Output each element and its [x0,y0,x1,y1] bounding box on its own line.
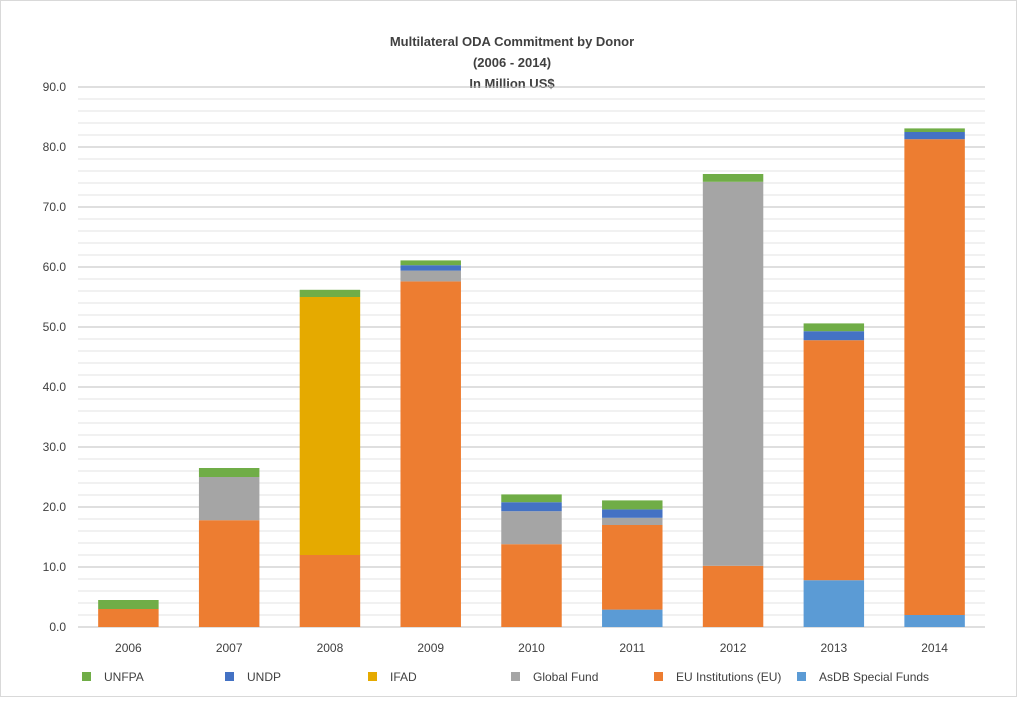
bar-segment [299,297,361,555]
bar-segment [98,609,159,627]
y-tick-label: 40.0 [43,380,67,394]
bar-segment [198,477,260,521]
bars [98,128,965,627]
bar-segment [198,468,260,477]
y-axis-ticks: 0.0 10.0 20.0 30.0 40.0 50.0 60.0 70.0 80.0 90.0 [43,80,67,634]
bar-segment [98,600,159,609]
legend-item: Global Fund [511,670,598,684]
legend-item: UNDP [225,670,281,684]
legend-item: AsDB Special Funds [797,670,929,684]
legend-label: UNFPA [104,670,144,684]
y-tick-label: 30.0 [43,440,67,454]
y-tick-label: 50.0 [43,320,67,334]
bar-segment [501,544,562,627]
y-tick-label: 70.0 [43,200,67,214]
bar-segment [803,323,865,332]
bar-segment [602,500,663,510]
bar-segment [702,181,764,566]
bar-segment [803,340,865,581]
bar-segment [803,331,865,341]
x-tick-label: 2014 [921,641,948,655]
bar-segment [501,502,562,512]
y-tick-label: 0.0 [49,620,66,634]
bar-segment [299,289,361,297]
bar-segment [400,281,461,627]
y-tick-label: 20.0 [43,500,67,514]
bar-segment [501,494,562,503]
legend-item: UNFPA [82,670,144,684]
legend-label: IFAD [390,670,417,684]
legend-label: Global Fund [533,670,598,684]
legend-item: EU Institutions (EU) [654,670,781,684]
bar-segment [299,555,361,627]
y-tick-label: 90.0 [43,80,67,94]
y-tick-label: 60.0 [43,260,67,274]
bar-segment [904,615,965,627]
legend-swatch [82,672,91,681]
x-tick-label: 2010 [518,641,545,655]
x-tick-label: 2008 [317,641,344,655]
bar-segment [400,265,461,271]
legend-label: EU Institutions (EU) [676,670,781,684]
legend-label: AsDB Special Funds [819,670,929,684]
legend-swatch [797,672,806,681]
bar-segment [400,270,461,282]
legend-label: UNDP [247,670,281,684]
legend-swatch [654,672,663,681]
bar-segment [904,128,965,132]
bar-segment [602,609,663,627]
x-tick-label: 2012 [720,641,747,655]
chart-title-line-2: (2006 - 2014) [473,55,551,70]
x-tick-label: 2007 [216,641,243,655]
bar-segment [602,517,663,525]
chart-title-line-1: Multilateral ODA Commitment by Donor [390,34,634,49]
x-tick-label: 2009 [417,641,444,655]
legend-swatch [511,672,520,681]
bar-segment [198,520,260,627]
x-axis-ticks: 2006 2007 2008 2009 2010 2011 2012 2013 2014 [115,641,948,655]
x-tick-label: 2006 [115,641,142,655]
x-tick-label: 2011 [619,641,645,655]
bar-segment [501,511,562,545]
bar-segment [904,139,965,615]
legend: UNFPA UNDP IFAD Global Fund EU Institutions … [82,670,929,684]
bar-segment [803,580,865,627]
bar-segment [702,565,764,627]
chart-title-line-3: In Million US$ [469,76,555,91]
y-tick-label: 10.0 [43,560,67,574]
legend-swatch [225,672,234,681]
legend-swatch [368,672,377,681]
bar-segment [602,525,663,610]
bar-segment [400,260,461,266]
bar-segment [602,509,663,518]
bar-segment [702,174,764,182]
x-tick-label: 2013 [820,641,847,655]
legend-item: IFAD [368,670,417,684]
y-tick-label: 80.0 [43,140,67,154]
bar-segment [904,132,965,140]
